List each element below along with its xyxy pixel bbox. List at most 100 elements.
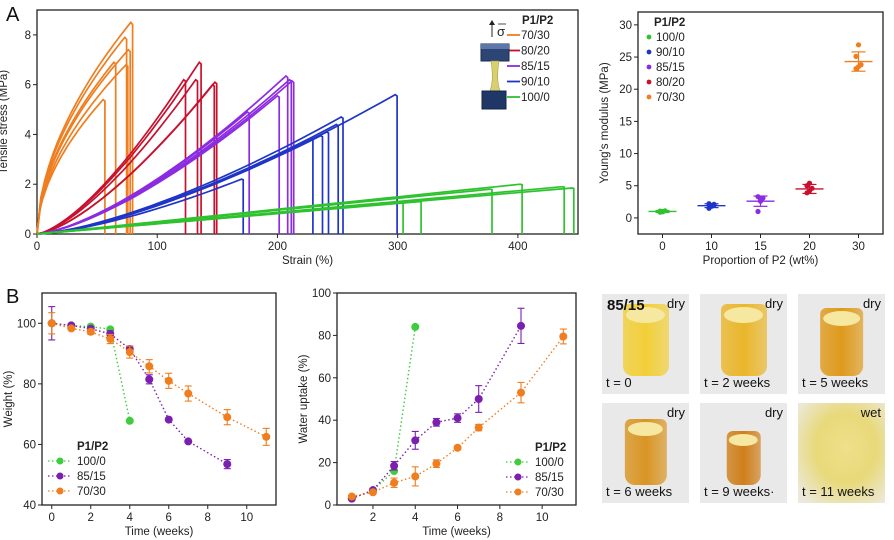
stress-strain-curve <box>36 78 293 235</box>
weight-frame <box>41 292 277 506</box>
weight-x-tick-label: 10 <box>240 512 253 524</box>
scaffold-sample <box>819 307 864 376</box>
tensile-y-tick-label: 2 <box>25 179 31 191</box>
scaffold-sample <box>726 431 761 485</box>
modulus-y-tick-label: 0 <box>626 213 632 225</box>
legend-label: 85/15 <box>535 472 564 484</box>
weight-series-70-30 <box>47 312 271 446</box>
modulus-x-tick-label: 20 <box>803 241 816 253</box>
modulus-group-80-20 <box>795 180 824 196</box>
legend-label: 85/15 <box>77 471 106 483</box>
water-series-70-30 <box>347 328 568 501</box>
weight-x-axis-label: Time (weeks) <box>125 526 194 538</box>
data-point <box>432 418 441 427</box>
data-point <box>262 432 271 441</box>
stress-strain-curve <box>36 138 314 235</box>
weight-y-tick-label: 100 <box>17 318 36 330</box>
scaffold-opening <box>627 421 664 437</box>
water-x-axis-label: Time (weeks) <box>422 526 491 538</box>
modulus-x-tick-label: 15 <box>754 241 767 253</box>
photo-time-caption: t = 5 weeks <box>802 375 869 390</box>
stress-strain-curve <box>36 63 129 235</box>
legend-marker <box>646 64 652 70</box>
data-point <box>517 321 526 330</box>
data-point <box>757 196 764 202</box>
water-series-85-15 <box>347 307 526 503</box>
modulus-x-axis-label: Proportion of P2 (wt%) <box>703 255 819 267</box>
data-point <box>164 415 173 424</box>
water-y-tick-label: 20 <box>318 458 331 470</box>
water-series-100-0 <box>347 322 420 503</box>
weight-x-tick-label: 2 <box>88 512 94 524</box>
modulus-y-axis-label: Young's modulus (MPa) <box>599 62 611 183</box>
legend-label: 70/30 <box>656 92 685 104</box>
data-point <box>184 437 193 446</box>
tensile-y-tick-label: 4 <box>25 129 32 141</box>
water-x-tick-label: 8 <box>497 512 503 524</box>
tensile-x-tick-label: 300 <box>388 241 407 253</box>
modulus-group-100-0 <box>648 208 677 215</box>
data-point <box>125 348 134 357</box>
scaffold-opening <box>729 434 758 446</box>
stress-strain-curve <box>36 78 187 235</box>
weight-y-tick-label: 80 <box>23 379 36 391</box>
stress-strain-curve <box>36 74 289 235</box>
modulus-x-tick-label: 0 <box>659 241 665 253</box>
photo-tile: dry t = 9 weeks· <box>700 403 787 503</box>
photo-sample-label: 85/15 <box>607 297 645 314</box>
modulus-y-tick-label: 5 <box>626 181 632 193</box>
water-legend-title: P1/P2 <box>535 442 566 454</box>
series-line <box>51 322 131 421</box>
legend-marker <box>514 473 522 481</box>
data-point <box>125 416 134 425</box>
water-y-tick-label: 60 <box>318 373 331 385</box>
photo-state-label: dry <box>862 296 881 311</box>
data-point <box>453 443 462 452</box>
data-point <box>411 322 420 331</box>
water-frame <box>336 292 577 506</box>
scaffold-sample <box>622 304 669 376</box>
photo-tile: wet t = 11 weeks <box>798 403 885 503</box>
stress-strain-curve <box>36 98 106 235</box>
photo-tile: dry t = 2 weeks <box>700 294 787 394</box>
photo-state-label: dry <box>764 405 783 420</box>
specimen-strip <box>489 60 501 92</box>
tensile-x-tick-label: 0 <box>34 241 40 253</box>
data-point <box>223 413 232 422</box>
grip-bottom <box>481 90 507 110</box>
series-line <box>351 326 416 500</box>
series-line <box>51 322 267 438</box>
legend-marker <box>514 488 522 496</box>
legend-label: 90/10 <box>656 47 685 59</box>
data-point <box>411 472 420 481</box>
data-point <box>474 395 483 403</box>
weight-chart: 0 2 4 6 8 10 40 60 80 100 Time (weeks) Weight (%) P1… <box>3 292 277 538</box>
photo-time-caption: t = 2 weeks <box>704 375 771 390</box>
tensile-x-tick-label: 200 <box>268 241 287 253</box>
photo-state-label: wet <box>860 405 881 420</box>
panel-label-a: A <box>6 4 20 26</box>
data-point <box>390 461 399 470</box>
stress-strain-curve <box>36 36 128 235</box>
data-point <box>711 201 717 207</box>
series-100-0 <box>36 183 575 235</box>
legend-marker <box>646 94 652 100</box>
data-point <box>223 460 232 469</box>
data-point <box>858 62 864 68</box>
photo-tile: dry t = 5 weeks <box>798 294 885 394</box>
data-point <box>659 209 666 215</box>
tensile-y-tick-label: 6 <box>25 80 31 92</box>
data-point <box>809 185 815 191</box>
weight-x-tick-label: 6 <box>166 512 172 524</box>
modulus-y-tick-label: 15 <box>619 116 632 128</box>
modulus-group-70-30 <box>844 42 873 72</box>
stress-strain-curve <box>36 200 404 235</box>
stress-strain-curve <box>36 110 251 235</box>
legend-marker <box>56 457 64 465</box>
modulus-y-tick-label: 10 <box>619 149 632 161</box>
weight-x-tick-label: 4 <box>127 512 134 524</box>
data-point <box>517 388 526 397</box>
modulus-legend-title: P1/P2 <box>654 17 685 29</box>
